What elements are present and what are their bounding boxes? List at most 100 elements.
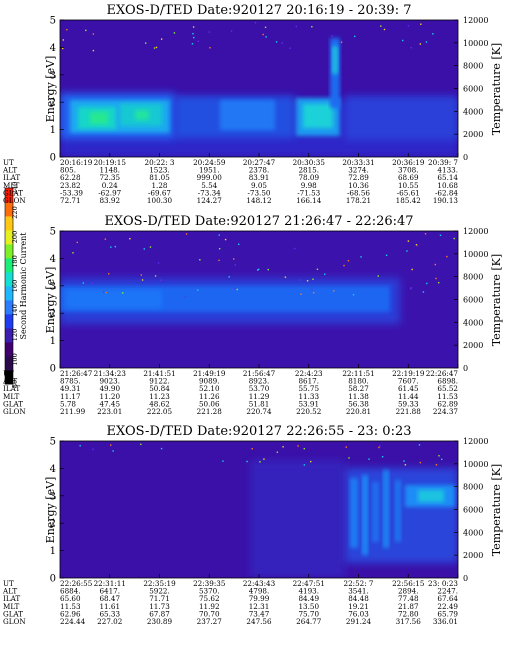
energy-tick-label: 1 [50,336,56,347]
noise-speckle [295,25,298,28]
noise-speckle [264,26,267,29]
ephemeris-row-label: UT [3,369,14,378]
energy-tick-label: 0 [50,574,56,585]
noise-speckle [141,279,144,281]
ephemeris-value: 22:43:43 [243,579,276,588]
ephemeris-value: 58.27 [348,384,369,393]
temperature-tick-label: 6000 [463,296,483,305]
panel-1: EXOS-D/TED Date:920127 20:16:19 - 20:39:… [44,3,503,158]
panel-3: EXOS-D/TED Date:920127 22:26:55 - 23: 0:… [44,424,503,579]
temperature-tick-label: 6000 [463,506,483,515]
ephemeris-value: -62.97 [98,188,121,197]
ephemeris-value: 221.88 [396,407,422,416]
noise-speckle [82,282,85,284]
noise-speckle [193,36,195,39]
noise-speckle [79,445,81,447]
noise-speckle [303,447,306,450]
energy-tick-label: 4 [50,464,56,475]
ephemeris-value: 72.89 [348,173,369,182]
noise-speckle [259,461,261,463]
ephemeris-value: 211.99 [60,407,86,416]
colorbar-segment [5,356,13,371]
ephemeris-value: 75.70 [298,609,319,618]
ephemeris-value: 50.06 [199,399,220,408]
ephemeris-value: 67.87 [149,609,170,618]
noise-speckle [426,282,428,285]
ephemeris-value: -69.67 [148,188,171,197]
ephemeris-value: 21:26:47 [60,369,93,378]
energy-tick-label: 2 [50,519,56,530]
ephemeris-value: 1148. [99,166,120,175]
noise-speckle [410,46,412,49]
ephemeris-value: 65.79 [437,609,458,618]
ephemeris-value: 178.21 [346,196,371,205]
noise-speckle [422,291,425,293]
energy-tick-label: 3 [50,491,56,502]
ephemeris-value: 11.53 [60,602,81,611]
ephemeris-value: 22:35:19 [143,579,176,588]
noise-speckle [379,445,381,447]
ephemeris-value: 22:52: 7 [344,579,374,588]
ephemeris-row-label: ALT [2,587,17,596]
noise-speckle [153,47,156,49]
ephemeris-value: 77.48 [398,594,419,603]
noise-speckle [224,238,227,241]
energy-tick-label: 1 [50,125,56,136]
ephemeris-value: 190.13 [433,196,459,205]
noise-speckle [85,29,87,32]
ephemeris-value: 9089. [199,377,220,386]
temperature-tick-label: 0 [463,153,468,162]
ephemeris-value: 22.49 [437,602,458,611]
noise-speckle [275,41,278,43]
ephemeris-value: 166.14 [296,196,322,205]
ephemeris-row-label: UT [3,158,14,167]
ephemeris-value: 11.61 [99,602,120,611]
panel-3-ylabel-left: Energy [eV] [44,477,57,544]
noise-speckle [92,448,94,451]
colorbar-segment [5,258,13,273]
ephemeris-row-label: ALT [2,377,17,386]
ephemeris-value: 12.31 [249,602,270,611]
colorbar-segment [5,202,13,217]
ephemeris-value: 72.80 [398,609,419,618]
colorbar-segment [5,328,13,343]
panel-2: EXOS-D/TED Date:920127 21:26:47 - 22:26:… [44,214,503,369]
ephemeris-value: 11.38 [348,392,369,401]
noise-speckle [298,279,301,281]
ephemeris-value: 78.09 [298,173,319,182]
noise-speckle [66,28,68,31]
noise-speckle [415,244,418,246]
ephemeris-value: 11.17 [60,392,81,401]
ephemeris-value: 52.10 [199,384,220,393]
colorbar-segment [5,244,13,259]
energy-tick-label: 4 [50,43,56,54]
noise-speckle [149,246,152,248]
ephemeris-value: 224.44 [60,617,86,626]
noise-speckle [129,237,131,240]
noise-speckle [237,243,240,246]
noise-speckle [385,254,388,257]
noise-speckle [197,289,199,291]
ephemeris-value: 222.05 [147,407,173,416]
ephemeris-value: 49.31 [60,384,81,393]
ephemeris-value: 20:39: 7 [428,158,458,167]
noise-speckle [234,264,236,266]
ephemeris-value: -73.50 [247,188,270,197]
temperature-tick-label: 4000 [463,107,483,116]
noise-speckle [257,268,260,271]
noise-speckle [381,456,384,458]
ephemeris-value: 264.77 [296,617,322,626]
ephemeris-value: 68.47 [99,594,120,603]
noise-speckle [306,280,309,282]
ephemeris-value: 19.21 [348,602,369,611]
ephemeris-value: 8923. [249,377,270,386]
ephemeris-value: 76.03 [348,609,369,618]
temperature-tick-label: 12000 [463,437,488,446]
noise-speckle [108,273,110,275]
colorbar-segment [5,300,13,315]
ephemeris-value: 2894. [398,587,419,596]
panel-3-spectrogram [60,441,458,578]
ephemeris-value: 53.91 [298,399,319,408]
noise-speckle [316,268,319,270]
ephemeris-row-label: GLON [3,617,26,626]
